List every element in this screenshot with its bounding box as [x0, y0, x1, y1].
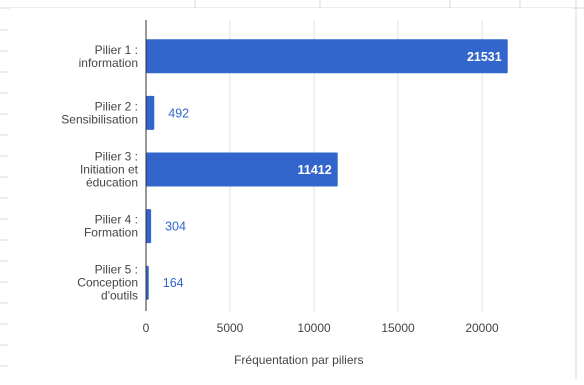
- x-axis-ticks: 0 5000 10000 15000 20000: [143, 321, 499, 335]
- x-axis-title: Fréquentation par piliers: [234, 353, 363, 367]
- bar-value-label: 11412: [298, 163, 332, 177]
- bar-chart: 21531 492 11412 304 164 Pilier 1 : informatio…: [61, 20, 508, 367]
- category-label-line: Pilier 5 :: [95, 263, 138, 277]
- category-label: Pilier 5 : Conception d'outils: [77, 263, 138, 303]
- category-label: Pilier 4 : Formation: [84, 213, 138, 240]
- category-label: Pilier 2 : Sensibilisation: [61, 99, 138, 126]
- category-label-line: Pilier 4 :: [95, 213, 138, 227]
- bar: [146, 39, 508, 74]
- bar: [146, 152, 338, 187]
- x-tick-label: 0: [143, 321, 150, 335]
- bar: [146, 265, 149, 300]
- category-label-line: Pilier 1 :: [95, 43, 138, 57]
- category-label-line: Conception: [77, 276, 138, 290]
- x-tick-label: 10000: [297, 321, 331, 335]
- x-tick-label: 20000: [465, 321, 499, 335]
- category-label: Pilier 1 : information: [79, 43, 138, 70]
- x-tick-label: 5000: [217, 321, 244, 335]
- bar-value-label: 492: [168, 106, 189, 120]
- category-label-line: information: [79, 56, 138, 70]
- category-label-line: d'outils: [101, 289, 138, 303]
- bar: [146, 95, 155, 130]
- category-label-line: Formation: [84, 226, 138, 240]
- bar-value-label: 21531: [467, 50, 502, 64]
- category-labels: Pilier 1 : information Pilier 2 : Sensibili…: [61, 43, 138, 303]
- bar-value-label: 164: [163, 276, 184, 290]
- category-label-line: éducation: [86, 176, 138, 190]
- bar-value-label: 304: [165, 220, 186, 234]
- category-label-line: Pilier 3 :: [95, 150, 138, 164]
- chart-container[interactable]: 21531 492 11412 304 164 Pilier 1 : informatio…: [10, 8, 572, 380]
- category-label-line: Sensibilisation: [61, 112, 138, 126]
- category-label-line: Initiation et: [80, 163, 139, 177]
- category-label-line: Pilier 2 :: [95, 99, 138, 113]
- data-labels: 21531 492 11412 304 164: [163, 50, 502, 290]
- category-label: Pilier 3 : Initiation et éducation: [80, 150, 139, 190]
- bar: [146, 209, 152, 244]
- bars: [146, 39, 508, 300]
- x-tick-label: 15000: [381, 321, 415, 335]
